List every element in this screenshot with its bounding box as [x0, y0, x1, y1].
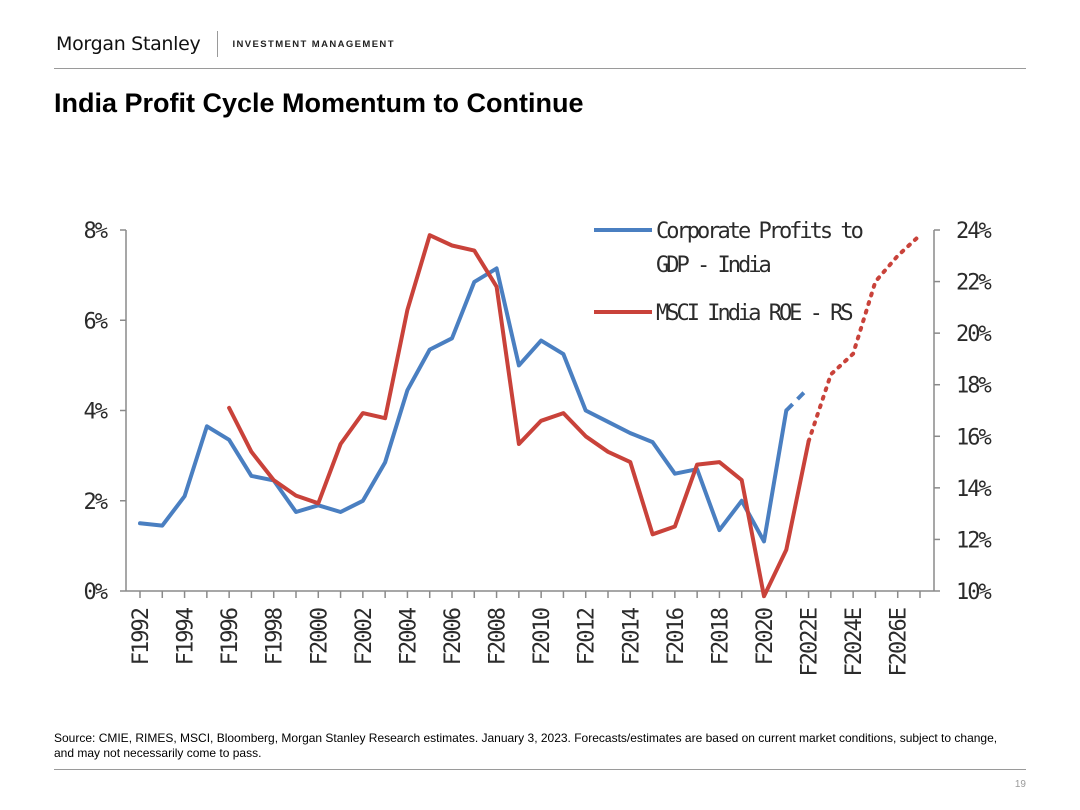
x-axis-tick-label: F1992: [129, 608, 154, 665]
left-axis-tick-label: 4%: [84, 400, 108, 425]
x-axis-tick-label: F2008: [486, 608, 511, 665]
company-logo: Morgan Stanley: [56, 33, 201, 55]
chart-labels: 0% 2% 4% 6% 8% 10% 12% 14% 16% 18% 20% 22% 24% F1992 F…: [84, 219, 994, 676]
x-axis-tick-label: F1996: [218, 608, 243, 665]
x-axis-tick-label: F1998: [263, 608, 288, 665]
x-axis-tick-label: F2002: [352, 608, 377, 665]
x-axis-tick-label: F2010: [530, 608, 555, 665]
x-axis-tick-label: F1994: [174, 607, 199, 665]
bottom-divider: [54, 769, 1026, 770]
header: Morgan Stanley INVESTMENT MANAGEMENT: [56, 30, 395, 58]
x-axis-tick-label: F2004: [396, 607, 421, 665]
x-axis-tick-label: F2026E: [887, 608, 912, 676]
x-axis-tick-label: F2020: [753, 608, 778, 665]
x-axis-tick-label: F2006: [441, 608, 466, 665]
profits-forecast-line: [784, 386, 811, 412]
source-note: Source: CMIE, RIMES, MSCI, Bloomberg, Mo…: [54, 731, 998, 760]
chart-legend: Corporate Profits to GDP - India MSCI Indi…: [594, 219, 866, 326]
page-number: 19: [1014, 779, 1026, 790]
roe-forecast-line: [806, 233, 922, 444]
legend-label-profits: Corporate Profits to: [656, 219, 863, 244]
chart-series: [138, 233, 922, 599]
x-axis-tick-label: F2024E: [842, 608, 867, 676]
legend-label-roe: MSCI India ROE - RS: [656, 301, 852, 326]
left-axis-tick-label: 8%: [84, 219, 108, 244]
right-axis-tick-label: 16%: [956, 425, 991, 450]
right-axis-tick-label: 12%: [956, 528, 991, 553]
top-divider: [54, 68, 1026, 69]
right-axis-tick-label: 18%: [956, 374, 991, 399]
chart-axes: [120, 229, 940, 598]
page-title: India Profit Cycle Momentum to Continue: [54, 88, 584, 118]
roe-series-line: [227, 233, 811, 599]
division-label: INVESTMENT MANAGEMENT: [232, 38, 395, 50]
x-axis-tick-label: F2000: [307, 608, 332, 665]
left-axis-tick-label: 6%: [84, 309, 108, 334]
right-axis-tick-label: 20%: [956, 322, 991, 347]
header-divider: [216, 31, 218, 57]
x-axis-tick-label: F2014: [619, 607, 644, 665]
left-axis-tick-label: 0%: [84, 580, 108, 605]
x-axis-tick-label: F2016: [664, 608, 689, 665]
profit-cycle-chart: 0% 2% 4% 6% 8% 10% 12% 14% 16% 18% 20% 22% 24% F1992 F…: [84, 219, 994, 676]
right-axis-tick-label: 10%: [956, 580, 991, 605]
legend-label-profits-line2: GDP - India: [656, 253, 770, 278]
x-axis-tick-label: F2022E: [798, 608, 823, 676]
profits-series-line: [138, 266, 789, 544]
x-axis-tick-label: F2018: [708, 608, 733, 665]
right-axis-tick-label: 14%: [956, 477, 991, 502]
right-axis-tick-label: 22%: [956, 271, 991, 296]
left-axis-tick-label: 2%: [84, 490, 108, 515]
right-axis-tick-label: 24%: [956, 219, 991, 244]
x-axis-tick-label: F2012: [575, 608, 600, 665]
